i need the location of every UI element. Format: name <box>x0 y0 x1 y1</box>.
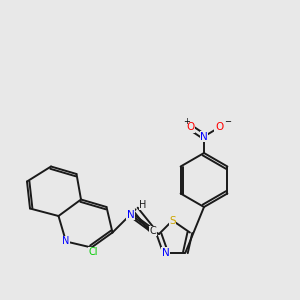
Text: O: O <box>186 122 195 133</box>
Text: N: N <box>200 131 208 142</box>
Text: H: H <box>140 200 147 210</box>
Text: N: N <box>162 248 170 258</box>
Text: Cl: Cl <box>88 247 98 257</box>
Text: O: O <box>215 122 223 133</box>
Text: +: + <box>183 118 190 127</box>
Text: −: − <box>224 118 231 127</box>
Text: C: C <box>150 226 156 236</box>
Text: N: N <box>62 236 70 247</box>
Text: S: S <box>169 215 176 226</box>
Text: N: N <box>127 209 134 220</box>
